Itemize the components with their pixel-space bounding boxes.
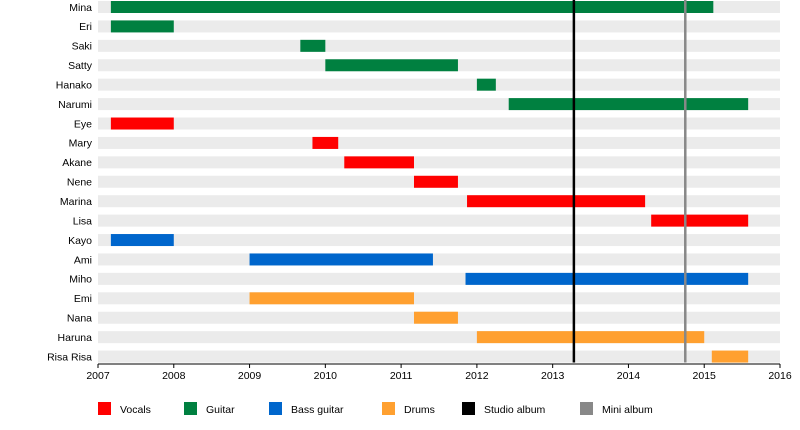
- legend-item-mini-album: Mini album: [580, 402, 653, 416]
- bar-nene-vocals: [413, 175, 458, 188]
- legend-label-drums: Drums: [404, 404, 435, 416]
- member-name-marina: Marina: [60, 196, 92, 208]
- bar-miho-bass: [465, 272, 749, 285]
- row-band-akane: [98, 156, 780, 169]
- legend-swatch-drums: [382, 402, 395, 415]
- legend-swatch-bass-guitar: [269, 402, 282, 415]
- member-name-eye: Eye: [74, 118, 92, 130]
- bar-satty-guitar: [325, 59, 458, 72]
- row-band-mary: [98, 136, 780, 149]
- x-tick-label-2009: 2009: [238, 370, 262, 382]
- row-band-lisa: [98, 214, 780, 227]
- x-tick-label-2016: 2016: [768, 370, 792, 382]
- bar-ami-bass: [249, 253, 433, 266]
- bar-eri-guitar: [110, 20, 174, 33]
- x-axis: 2007 2008 2009 2010 2011 2012 2013 2014 2015 2016: [86, 363, 792, 382]
- member-name-hanako: Hanako: [56, 79, 92, 91]
- member-name-mary: Mary: [69, 138, 93, 150]
- bar-saki-guitar: [300, 39, 326, 52]
- legend-item-studio-album: Studio album: [462, 402, 546, 416]
- member-name-emi: Emi: [74, 293, 92, 305]
- member-name-kayo: Kayo: [68, 235, 92, 247]
- x-tick-label-2008: 2008: [162, 370, 186, 382]
- bar-akane-vocals: [344, 156, 414, 169]
- member-bars: [110, 1, 749, 363]
- row-band-kayo: [98, 234, 780, 247]
- bar-narumi-guitar: [508, 98, 749, 111]
- row-band-emi: [98, 292, 780, 305]
- album-markers: [572, 0, 687, 363]
- x-tick-label-2012: 2012: [465, 370, 489, 382]
- legend-item-drums: Drums: [382, 402, 435, 416]
- member-name-lisa: Lisa: [73, 215, 92, 227]
- row-band-ami: [98, 253, 780, 266]
- legend-swatch-mini-album: [580, 402, 593, 415]
- bar-marina-vocals: [467, 195, 646, 208]
- member-name-saki: Saki: [72, 41, 92, 53]
- legend-swatch-studio-album: [462, 402, 475, 415]
- member-name-nana: Nana: [67, 313, 92, 325]
- member-name-nene: Nene: [67, 177, 92, 189]
- bar-kayo-bass: [110, 234, 174, 247]
- legend: Vocals Guitar Bass guitar Drums Studio album…: [98, 402, 653, 416]
- member-name-narumi: Narumi: [58, 99, 92, 111]
- row-band-hanako: [98, 78, 780, 91]
- bar-hanako-guitar: [476, 78, 496, 91]
- member-name-haruna: Haruna: [58, 332, 93, 344]
- row-band-risa-risa: [98, 350, 780, 363]
- x-tick-label-2014: 2014: [617, 370, 641, 382]
- bar-emi-drums: [249, 292, 414, 305]
- bar-mina-guitar: [110, 1, 714, 13]
- member-name-satty: Satty: [68, 60, 93, 72]
- row-band-eri: [98, 20, 780, 33]
- row-band-marina: [98, 195, 780, 208]
- legend-label-mini-album: Mini album: [602, 404, 653, 416]
- legend-label-vocals: Vocals: [120, 404, 151, 416]
- bar-eye-vocals: [110, 117, 174, 130]
- member-name-akane: Akane: [62, 157, 92, 169]
- legend-label-bass-guitar: Bass guitar: [291, 404, 344, 416]
- member-name-eri: Eri: [79, 21, 92, 33]
- legend-item-bass-guitar: Bass guitar: [269, 402, 344, 416]
- legend-item-vocals: Vocals: [98, 402, 151, 416]
- row-band-eye: [98, 117, 780, 130]
- row-band-saki: [98, 39, 780, 52]
- member-names: Mina Eri Saki Satty Hanako Narumi Eye Mary Akane…: [47, 2, 93, 364]
- legend-label-studio-album: Studio album: [484, 404, 546, 416]
- bar-mary-vocals: [312, 136, 339, 149]
- legend-swatch-guitar: [184, 402, 197, 415]
- x-tick-label-2010: 2010: [314, 370, 338, 382]
- member-name-mina: Mina: [69, 2, 92, 14]
- x-tick-label-2011: 2011: [390, 370, 413, 382]
- bar-lisa-vocals: [651, 214, 749, 227]
- member-name-ami: Ami: [74, 254, 92, 266]
- member-name-miho: Miho: [69, 274, 92, 286]
- x-tick-label-2007: 2007: [86, 370, 110, 382]
- legend-swatch-vocals: [98, 402, 111, 415]
- member-name-risa-risa: Risa Risa: [47, 351, 92, 363]
- bar-haruna-drums: [476, 331, 705, 344]
- bar-risa-risa-drums: [711, 350, 749, 363]
- legend-label-guitar: Guitar: [206, 404, 235, 416]
- x-tick-label-2013: 2013: [541, 370, 565, 382]
- bar-nana-drums: [413, 311, 458, 324]
- x-tick-label-2015: 2015: [693, 370, 717, 382]
- legend-item-guitar: Guitar: [184, 402, 235, 416]
